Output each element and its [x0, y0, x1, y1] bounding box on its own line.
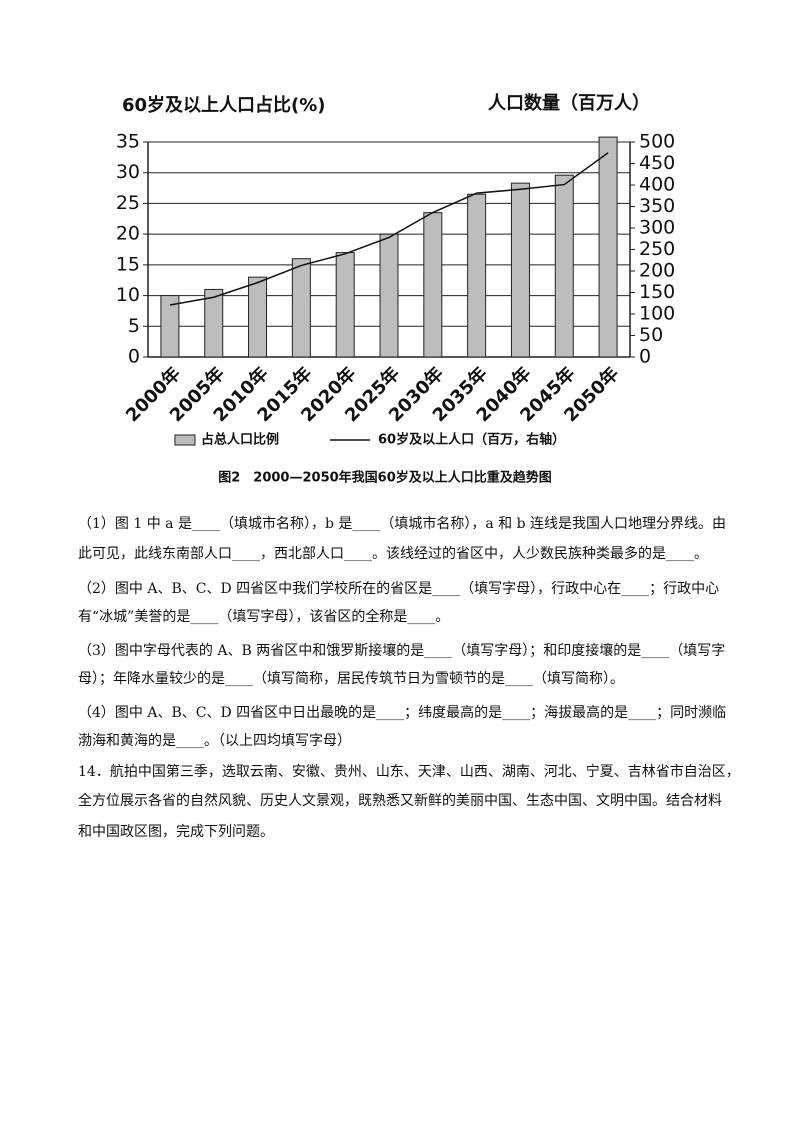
- y2-tick-label: 50: [639, 324, 663, 346]
- y-tick-label: 15: [116, 253, 140, 275]
- y2-tick-label: 200: [639, 260, 675, 282]
- text-line: （1）图 1 中 a 是____（填城市名称），b 是____（填城市名称），a…: [78, 516, 727, 532]
- legend-label: 60岁及以上人口（百万，右轴）: [378, 432, 565, 448]
- bar: [291, 258, 311, 358]
- bar: [160, 295, 180, 358]
- chart: 60岁及以上人口占比(%) 人口数量（百万人） 图2 2000—2050年我国6…: [116, 92, 675, 486]
- y-tick-label: 20: [116, 223, 140, 245]
- bar: [204, 288, 224, 358]
- y2-tick-label: 400: [639, 174, 675, 196]
- y2-tick-label: 100: [639, 303, 675, 325]
- y2-tick-label: 350: [639, 195, 675, 217]
- bar: [423, 212, 443, 358]
- text-line: （4）图中 A、B、C、D 四省区中日出最晚的是____；纬度最高的是____；…: [78, 705, 727, 721]
- text-line: 和中国政区图，完成下列问题。: [78, 824, 274, 840]
- legend-swatch: [174, 434, 196, 446]
- y2-tick-label: 250: [639, 238, 675, 260]
- legend-label: 占总人口比例: [201, 432, 279, 448]
- bar: [248, 276, 268, 358]
- bar: [335, 252, 355, 358]
- y2-tick-label: 450: [639, 152, 675, 174]
- y2-tick-label: 300: [639, 217, 675, 239]
- y-tick-label: 0: [128, 346, 140, 368]
- bar: [379, 233, 399, 358]
- y-tick-label: 10: [116, 284, 140, 306]
- y-tick-label: 5: [128, 315, 140, 337]
- y-tick-label: 35: [116, 131, 140, 153]
- line: [169, 152, 609, 306]
- y2-tick-label: 150: [639, 281, 675, 303]
- bar: [510, 182, 530, 358]
- caption: 图2 2000—2050年我国60岁及以上人口比重及趋势图: [218, 470, 552, 486]
- y-tick-label: 25: [116, 192, 140, 214]
- text-line: 全方位展示各省的自然风貌、历史人文景观，既熟悉又新鲜的美丽中国、生态中国、文明中…: [78, 793, 722, 809]
- text-line: 有“冰城”美誉的是____（填写字母），该省区的全称是____。: [78, 609, 450, 625]
- text-line: （2）图中 A、B、C、D 四省区中我们学校所在的省区是____（填写字母），行…: [78, 581, 720, 597]
- y-tick-label: 30: [116, 161, 140, 183]
- bar: [467, 193, 487, 358]
- y2-tick-label: 0: [639, 346, 651, 368]
- y-axis-title: 60岁及以上人口占比(%): [122, 94, 326, 116]
- bar: [598, 136, 618, 358]
- text-line: 母）；年降水量较少的是____（填写简称，居民传筑节日为雪顿节的是____（填写…: [78, 671, 624, 687]
- y2-tick-label: 500: [639, 131, 675, 153]
- y2-axis-title: 人口数量（百万人）: [488, 92, 650, 114]
- text-line: 渤海和黄海的是____。（以上四均填写字母）: [78, 733, 351, 749]
- text-line: 14．航拍中国第三季，选取云南、安徽、贵州、山东、天津、山西、湖南、河北、宁夏、…: [78, 764, 740, 780]
- bar: [554, 174, 574, 358]
- text-line: 此可见，此线东南部人口____，西北部人口____。该线经过的省区中，人少数民族…: [78, 546, 708, 562]
- text-line: （3）图中字母代表的 A、B 两省区中和饿罗斯接壤的是____（填写字母）；和印…: [78, 643, 726, 659]
